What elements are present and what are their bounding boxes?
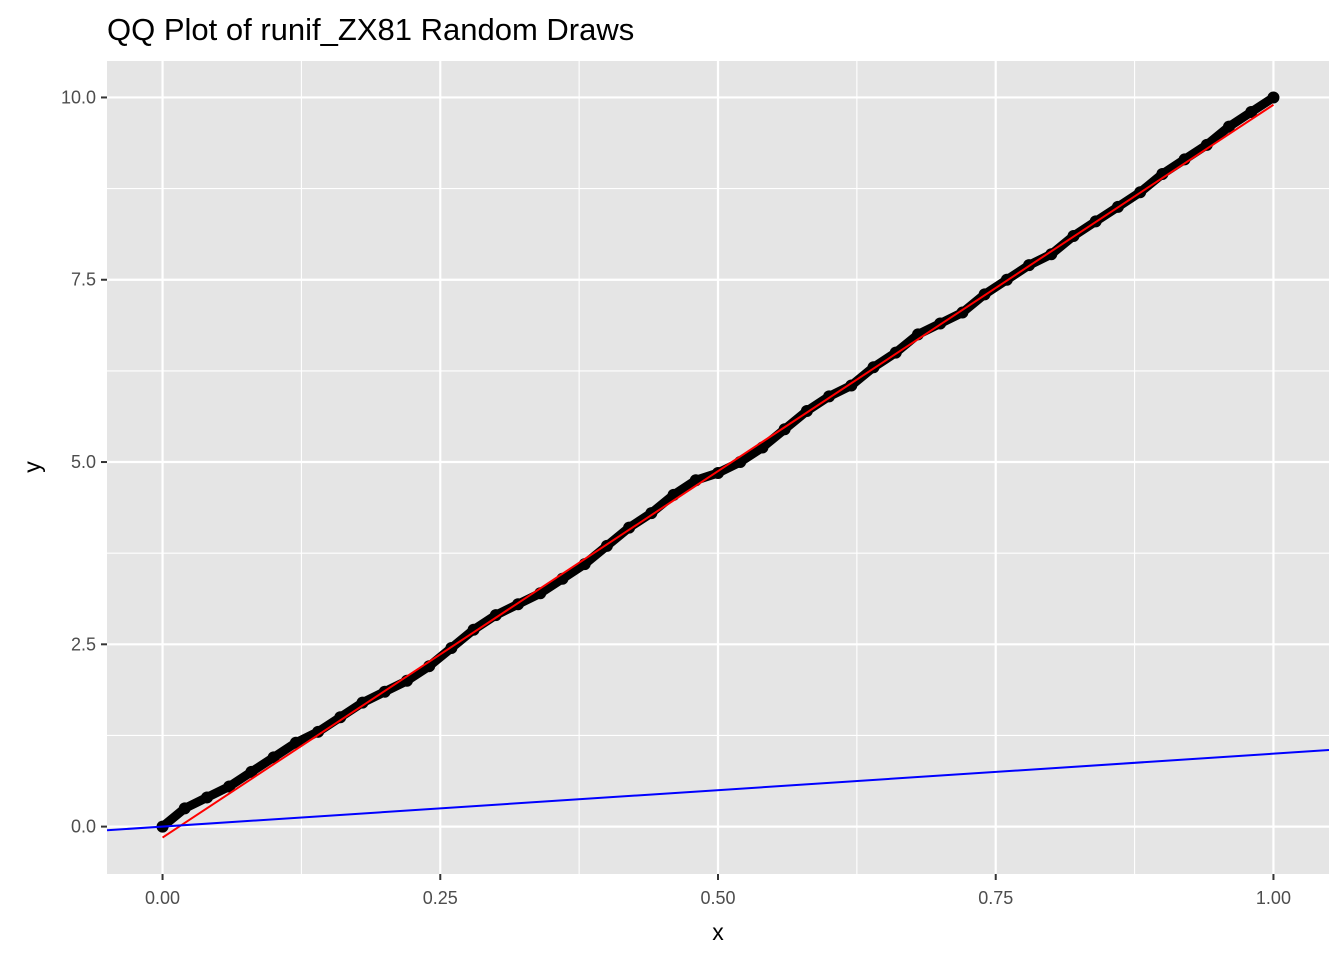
qq-point <box>223 780 236 793</box>
qq-point <box>845 379 858 392</box>
qq-point <box>334 711 347 724</box>
qq-point <box>756 441 769 454</box>
qq-point <box>1245 106 1258 119</box>
x-axis-ticks <box>161 874 1275 880</box>
y-tick-label: 10.0 <box>61 87 96 107</box>
qq-point <box>956 306 969 319</box>
x-axis-label: x <box>712 919 724 945</box>
qq-point <box>245 765 258 778</box>
qq-point <box>734 456 747 469</box>
y-tick-label: 2.5 <box>71 634 96 654</box>
qq-point <box>667 488 680 501</box>
y-tick-label: 7.5 <box>71 270 96 290</box>
y-tick-label: 0.0 <box>71 817 96 837</box>
x-tick-label: 1.00 <box>1256 888 1291 908</box>
y-axis-label: y <box>19 461 45 473</box>
y-axis-tick-labels: 0.0 2.5 5.0 7.5 10.0 <box>61 87 96 836</box>
qq-point <box>200 791 213 804</box>
y-axis-ticks <box>101 96 107 828</box>
qq-point <box>467 623 480 636</box>
qq-point <box>356 696 369 709</box>
x-tick-label: 0.75 <box>978 888 1013 908</box>
fitted-line <box>161 103 1275 839</box>
qq-point <box>289 736 302 749</box>
y-tick-label: 5.0 <box>71 452 96 472</box>
x-tick-label: 0.25 <box>423 888 458 908</box>
x-axis-tick-labels: 0.00 0.25 0.50 0.75 1.00 <box>145 888 1291 908</box>
qq-point <box>489 609 502 622</box>
x-tick-label: 0.50 <box>700 888 735 908</box>
qq-point <box>178 802 191 815</box>
qq-point <box>1223 120 1236 133</box>
x-tick-label: 0.00 <box>145 888 180 908</box>
series-layer <box>107 91 1329 839</box>
chart-title: QQ Plot of runif_ZX81 Random Draws <box>107 12 634 47</box>
qq-point <box>1267 91 1280 104</box>
qq-point <box>689 474 702 487</box>
reference-line <box>107 749 1329 832</box>
qq-point <box>267 751 280 764</box>
qq-point <box>1045 248 1058 261</box>
qq-point <box>312 725 325 738</box>
